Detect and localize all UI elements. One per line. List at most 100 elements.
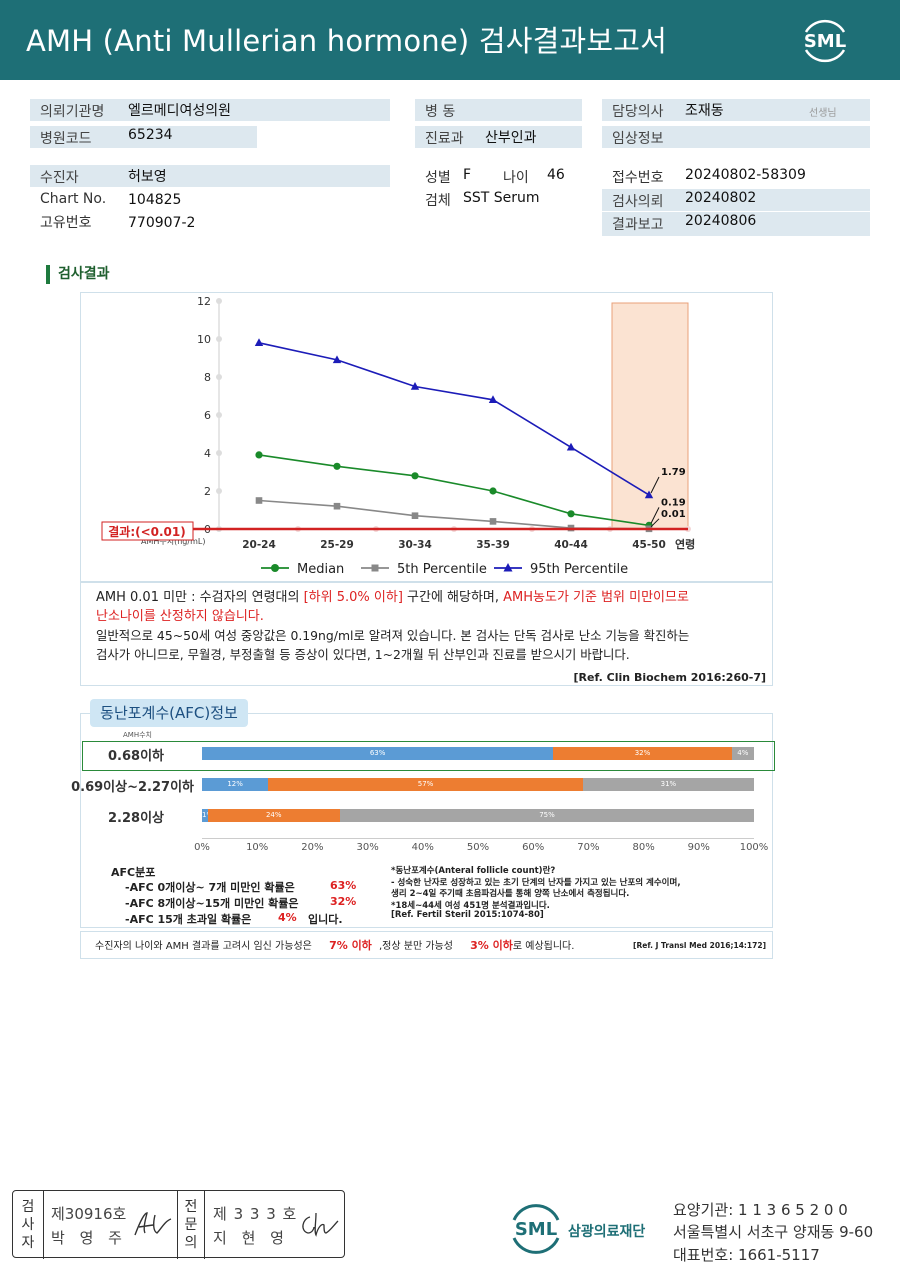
result-note-panel: AMH 0.01 미만 : 수검자의 연령대의 [하위 5.0% 이하] 구간에… (80, 582, 773, 686)
afc-axis-tick: 30% (356, 842, 379, 853)
series-line-1 (258, 499, 650, 530)
afc-bar-segment: 1% (202, 809, 208, 822)
pregnancy-summary: 수진자의 나이와 AMH 결과를 고려시 임신 가능성은 7% 이하 ,정상 분… (80, 931, 773, 959)
afc-axis-tick: 10% (246, 842, 269, 853)
p95-point (410, 382, 420, 390)
p95-point (254, 338, 264, 346)
age-label: 나이 (503, 170, 529, 186)
legend-label: 95th Percentile (530, 562, 628, 577)
clinical-field: 임상정보 (602, 126, 870, 148)
report-header: AMH (Anti Mullerian hormone) 검사결과보고서 SML (0, 0, 900, 80)
x-tick-label: 25-29 (320, 539, 354, 551)
report-title: AMH (Anti Mullerian hormone) 검사결과보고서 (26, 24, 668, 58)
afc-definition-line: [Ref. Fertil Steril 2015:1074-80] (391, 910, 544, 920)
median-point (567, 510, 575, 518)
p5-point (255, 497, 263, 504)
highlight-row-frame (82, 741, 775, 771)
point-label: 1.79 (661, 467, 686, 478)
afc-dist-line: -AFC 8개이상~15개 미만인 확률은 (125, 897, 299, 910)
note-line-1: AMH 0.01 미만 : 수검자의 연령대의 [하위 5.0% 이하] 구간에… (96, 590, 689, 605)
org-name: 삼광의료재단 (568, 1224, 646, 1240)
hospital-code-field: 병원코드 65234 (30, 126, 257, 148)
afc-panel: AMH수치 0.68이하 63% 32% 4% 0.69이상~2.27이하 12% 57% 3… (71, 713, 775, 928)
afc-definition-line: - 성숙한 난자로 성장하고 있는 초기 단계의 난자를 가지고 있는 난포의 … (391, 877, 681, 888)
afc-dist-pct: 4% (278, 911, 297, 924)
afc-axis-tick: 20% (301, 842, 324, 853)
uid-label: 고유번호 (40, 215, 92, 231)
svg-text:SML: SML (804, 31, 846, 52)
median-point (333, 462, 341, 470)
afc-bar-segment: 32% (553, 747, 732, 760)
p5-point (411, 512, 419, 519)
afc-axis-tick: 60% (522, 842, 545, 853)
final-reference: [Ref. J Transl Med 2016;14:172] (633, 941, 766, 950)
highlight-band (611, 302, 689, 530)
note-line-4: 검사가 아니므로, 무월경, 부정출혈 등 증상이 있다면, 1~2개월 뒤 산… (96, 647, 630, 662)
x-tick-label: 45-50 (632, 539, 666, 551)
afc-bar-segment: 31% (582, 778, 754, 791)
point-label-leader (650, 518, 660, 528)
afc-dist-pct: 63% (330, 879, 357, 892)
org-address: 서울특별시 서초구 양재동 9-60 (673, 1223, 874, 1241)
afc-axis-tick: 0% (194, 842, 210, 853)
patient-field: 수진자 허보영 (30, 165, 390, 187)
examiner-name: 박 영 주 (51, 1229, 127, 1247)
dept-field: 진료과 산부인과 (415, 126, 582, 148)
afc-row-label: 0.68이하 (108, 749, 164, 764)
result-label: 결과:(<0.01) (108, 524, 186, 539)
chart-no-value: 104825 (128, 192, 182, 208)
afc-dist-title: AFC분포 (111, 866, 156, 879)
y-tick-dot (216, 450, 222, 456)
y-tick-label: 4 (204, 447, 211, 460)
y-tick-label: 6 (204, 409, 211, 422)
x-axis-suffix: 연령 (675, 537, 695, 551)
sex-value: F (463, 167, 472, 183)
y-tick-dot (216, 298, 222, 304)
median-point (411, 472, 419, 480)
sml-logo: SML (804, 19, 846, 63)
sex-label: 성별 (425, 170, 451, 186)
institution-code: 요양기관: 1 1 3 6 5 2 0 0 (673, 1201, 848, 1219)
sml-org-logo: SML (512, 1204, 560, 1254)
afc-definition-line: *동난포계수(Anteral follicle count)란? (391, 866, 556, 876)
afc-bar-segment: 63% (202, 747, 554, 760)
afc-bar-segment: 24% (207, 809, 340, 822)
point-label: 0.01 (661, 509, 686, 520)
uid-value: 770907-2 (128, 215, 196, 231)
p95-point (332, 355, 342, 364)
afc-definition-line: *18세~44세 여성 451명 분석결과입니다. (391, 900, 550, 911)
afc-bar-segment: 57% (268, 778, 583, 791)
afc-bar-segment: 12% (202, 778, 269, 791)
chart-no-label: Chart No. (40, 191, 107, 207)
afc-bar-segment: 75% (340, 809, 754, 822)
y-tick-dot (216, 336, 222, 342)
org-phone: 대표번호: 1661-5117 (673, 1246, 820, 1264)
y-tick-dot (216, 374, 222, 380)
amh-caption: AMH수치 (123, 731, 152, 739)
reception-label: 접수번호 (612, 170, 664, 186)
afc-section-tab: 동난포계수(AFC)정보 (90, 699, 248, 727)
y-tick-label: 2 (204, 485, 211, 498)
afc-axis-tick: 90% (687, 842, 710, 853)
afc-axis-line (202, 838, 754, 839)
request-field: 검사의뢰 20240802 (602, 189, 870, 211)
x-tick-label: 20-24 (242, 539, 276, 551)
specimen-label: 검체 (425, 193, 451, 209)
specialist-name: 지 현 영 (213, 1229, 289, 1247)
point-label: 0.19 (661, 497, 686, 508)
p95-point (488, 395, 498, 403)
afc-axis-tick: 80% (632, 842, 655, 853)
x-tick-label: 40-44 (554, 539, 588, 551)
median-point (489, 487, 497, 495)
age-value: 46 (547, 167, 565, 183)
legend-marker (371, 564, 379, 572)
note-reference: [Ref. Clin Biochem 2016:260-7] (573, 671, 766, 684)
p95-point (644, 490, 654, 499)
series-line-0 (258, 454, 650, 527)
legend-label: 5th Percentile (397, 562, 487, 577)
examiner-license: 제30916호 (51, 1205, 127, 1223)
point-label-leader (650, 476, 660, 494)
y-axis-label: AMH수치(ng/mL) (141, 537, 205, 546)
